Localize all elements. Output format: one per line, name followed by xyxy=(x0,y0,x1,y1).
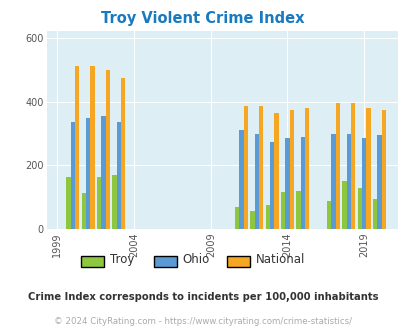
Text: National: National xyxy=(255,253,305,266)
Bar xyxy=(376,135,381,229)
Bar xyxy=(250,211,254,229)
Bar xyxy=(361,138,365,229)
Text: © 2024 CityRating.com - https://www.cityrating.com/crime-statistics/: © 2024 CityRating.com - https://www.city… xyxy=(54,317,351,326)
Bar xyxy=(265,205,269,229)
Bar xyxy=(97,177,101,229)
Bar xyxy=(116,122,121,229)
Bar xyxy=(365,108,370,229)
Bar xyxy=(335,103,339,229)
Bar xyxy=(81,193,86,229)
Bar xyxy=(254,134,258,229)
Bar xyxy=(243,106,247,229)
Bar xyxy=(350,103,354,229)
Bar xyxy=(326,201,330,229)
Bar xyxy=(300,137,304,229)
Bar xyxy=(274,113,278,229)
Bar xyxy=(70,122,75,229)
Bar xyxy=(296,191,300,229)
Bar xyxy=(105,70,110,229)
Bar xyxy=(121,78,125,229)
Bar xyxy=(101,116,105,229)
Text: Troy Violent Crime Index: Troy Violent Crime Index xyxy=(101,11,304,26)
Bar xyxy=(289,110,293,229)
Bar xyxy=(280,192,285,229)
Text: Crime Index corresponds to incidents per 100,000 inhabitants: Crime Index corresponds to incidents per… xyxy=(28,292,377,302)
Bar xyxy=(381,110,385,229)
Bar xyxy=(269,142,274,229)
Bar xyxy=(357,188,361,229)
Bar xyxy=(75,66,79,229)
Bar xyxy=(234,207,239,229)
Bar xyxy=(330,134,335,229)
Bar xyxy=(304,108,309,229)
Bar xyxy=(239,130,243,229)
Bar xyxy=(258,106,262,229)
Bar xyxy=(285,138,289,229)
Bar xyxy=(86,117,90,229)
Bar xyxy=(66,177,70,229)
Text: Troy: Troy xyxy=(109,253,134,266)
Bar xyxy=(341,182,346,229)
Bar xyxy=(112,175,116,229)
Bar xyxy=(90,66,94,229)
Text: Ohio: Ohio xyxy=(182,253,209,266)
Bar xyxy=(372,199,376,229)
Bar xyxy=(346,134,350,229)
